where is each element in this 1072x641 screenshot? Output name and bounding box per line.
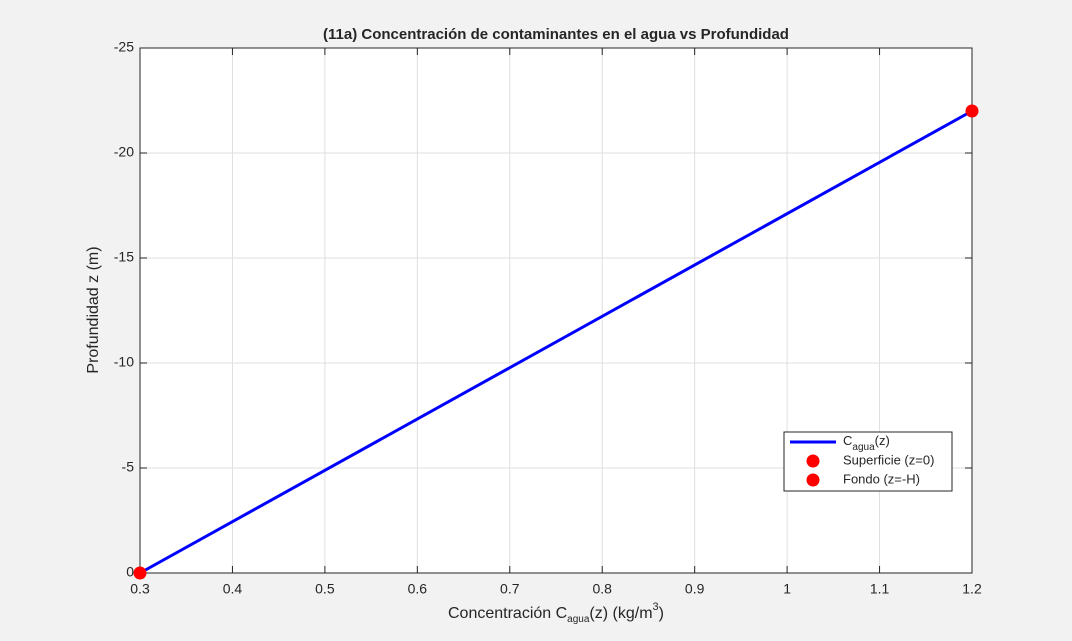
x-tick-label: 0.5 (315, 581, 335, 597)
label-part: (z) (kg/m (589, 605, 652, 622)
data-line (139, 109, 973, 575)
legend-swatch (806, 473, 820, 487)
x-tick-label: 0.8 (592, 581, 612, 597)
data-point (965, 104, 979, 118)
y-tick-label: -25 (114, 39, 134, 55)
label-part: agua (567, 614, 590, 625)
x-tick-label: 0.3 (130, 581, 150, 597)
x-tick-label: 1.1 (870, 581, 890, 597)
x-tick-label: 0.6 (408, 581, 428, 597)
y-tick-label: -20 (114, 144, 134, 160)
legend-label: Superficie (z=0) (843, 452, 934, 467)
legend-label: Fondo (z=-H) (843, 471, 920, 486)
x-tick-label: 1.2 (962, 581, 982, 597)
label-part: 3 (653, 601, 659, 613)
chart-title: (11a) Concentración de contaminantes en … (323, 26, 789, 43)
label-part: Concentración C (448, 605, 567, 622)
x-tick-label: 1 (783, 581, 791, 597)
x-tick-label: 0.4 (223, 581, 243, 597)
x-axis-label: Concentración Cagua(z) (kg/m3) (448, 601, 664, 625)
y-tick-label: -10 (114, 354, 134, 370)
y-tick-label: -15 (114, 249, 134, 265)
x-tick-label: 0.9 (685, 581, 705, 597)
y-axis-label: Profundidad z (m) (85, 246, 102, 373)
legend-swatch (806, 454, 820, 468)
axes-box (139, 47, 973, 574)
legend-label: Cagua(z) (843, 433, 890, 452)
data-point (133, 566, 147, 580)
x-tick-label: 0.7 (500, 581, 520, 597)
plot-area (140, 48, 972, 573)
y-tick-label: 0 (126, 564, 134, 580)
label-part: (z) (875, 433, 890, 448)
label-part: C (843, 433, 852, 448)
label-part: agua (852, 442, 875, 453)
label-part: ) (659, 605, 664, 622)
y-tick-label: -5 (122, 459, 135, 475)
